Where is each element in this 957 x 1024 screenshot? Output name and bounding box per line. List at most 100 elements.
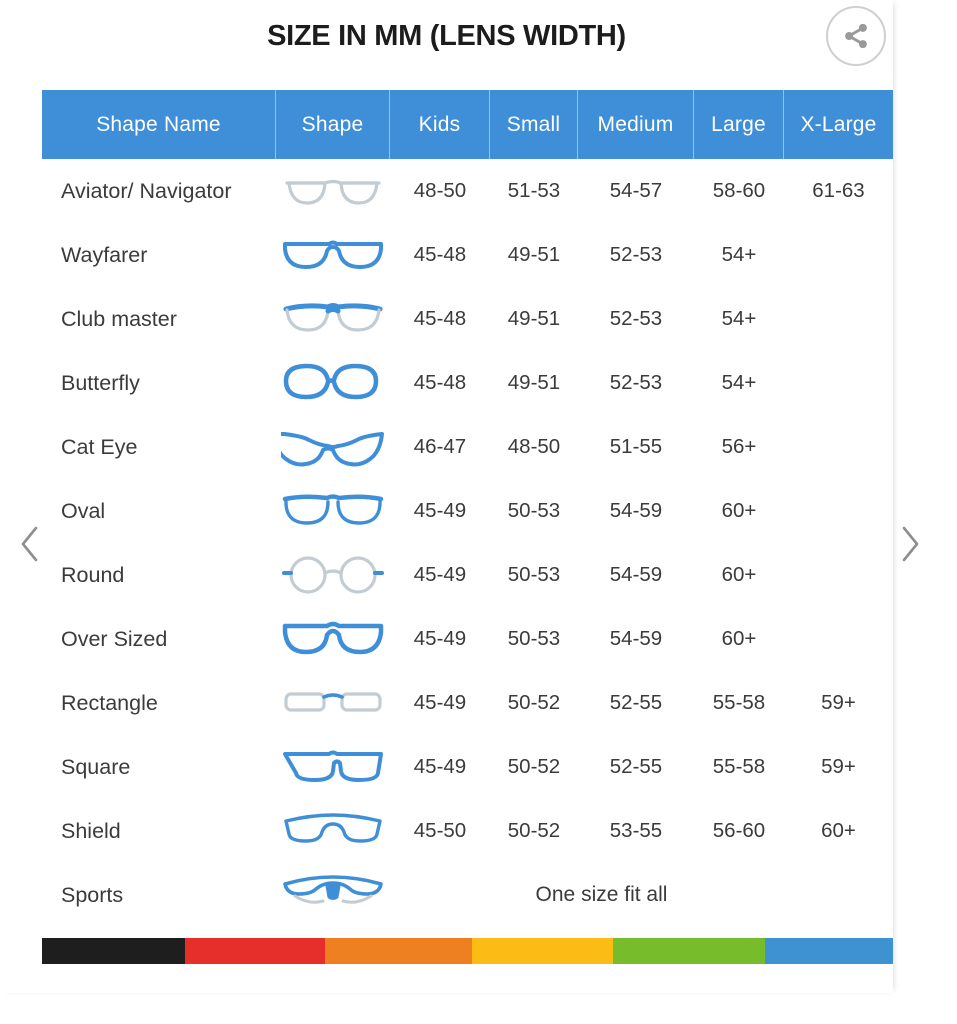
size-cell-small: 48-50 [507, 435, 561, 458]
color-strip-segment [613, 938, 765, 964]
one-size-fit-all-label: One size fit all [535, 883, 668, 906]
wayfarer-glasses-icon [276, 223, 390, 287]
page-title: SIZE IN MM (LENS WIDTH) [267, 20, 626, 52]
color-strip [42, 938, 893, 964]
shape-name-cell: Butterfly [61, 370, 140, 395]
size-cell-kids: 45-48 [413, 243, 467, 266]
column-header-medium: Medium [578, 90, 694, 159]
rectangle-glasses-icon [276, 671, 390, 735]
shield-glasses-icon [276, 799, 390, 863]
carousel-prev-button[interactable] [8, 522, 52, 566]
chevron-right-icon [897, 524, 923, 564]
size-cell-small: 50-53 [507, 563, 561, 586]
size-cell-small: 50-52 [507, 755, 561, 778]
shape-name-cell: Club master [61, 306, 177, 331]
size-cell-xlarge [784, 351, 893, 415]
size-cell-kids: 46-47 [413, 435, 467, 458]
size-cell-xlarge: 59+ [821, 755, 856, 778]
size-cell-xlarge [784, 479, 893, 543]
carousel-next-button[interactable] [888, 522, 932, 566]
column-header-kids: Kids [390, 90, 490, 159]
size-cell-medium: 52-53 [609, 307, 663, 330]
shape-name-cell: Round [61, 562, 125, 587]
size-cell-medium: 54-59 [609, 627, 663, 650]
size-cell-kids: 45-49 [413, 563, 467, 586]
size-cell-large: 54+ [721, 243, 757, 266]
size-cell-small: 50-52 [507, 819, 561, 842]
color-strip-segment [472, 938, 613, 964]
size-cell-small: 49-51 [507, 307, 561, 330]
size-cell-large: 58-60 [712, 179, 766, 202]
color-strip-segment [185, 938, 325, 964]
column-header-shape: Shape [276, 90, 390, 159]
column-header-large: Large [694, 90, 784, 159]
table-row[interactable]: Square 45-49 50-52 52-55 55-58 59+ [42, 735, 893, 799]
shape-name-cell: Rectangle [61, 690, 158, 715]
table-row[interactable]: Over Sized 45-49 50-53 54-59 60+ [42, 607, 893, 671]
clubmaster-glasses-icon [276, 287, 390, 351]
color-strip-segment [325, 938, 472, 964]
round-glasses-icon [276, 543, 390, 607]
size-cell-xlarge [784, 415, 893, 479]
table-row[interactable]: Oval 45-49 50-53 54-59 60+ [42, 479, 893, 543]
size-cell-small: 50-52 [507, 691, 561, 714]
size-chart-card: SIZE IN MM (LENS WIDTH) Shape Name Shape… [42, 6, 893, 964]
oval-glasses-icon [276, 479, 390, 543]
size-cell-large: 60+ [721, 563, 757, 586]
size-cell-large: 55-58 [712, 691, 766, 714]
table-row[interactable]: Round 45-49 50-53 54-59 60+ [42, 543, 893, 607]
table-row[interactable]: Aviator/ Navigator 48-50 51-53 54-57 58-60 61… [42, 159, 893, 223]
size-cell-xlarge: 61-63 [812, 179, 865, 202]
share-button[interactable] [826, 6, 886, 66]
table-row[interactable]: Wayfarer 45-48 49-51 52-53 54+ [42, 223, 893, 287]
size-cell-xlarge [784, 607, 893, 671]
column-header-small: Small [490, 90, 578, 159]
shape-name-cell: Wayfarer [61, 242, 148, 267]
size-cell-small: 51-53 [507, 179, 561, 202]
table-row[interactable]: Shield 45-50 50-52 53-55 56-60 60+ [42, 799, 893, 863]
column-header-xlarge: X-Large [800, 112, 877, 136]
size-cell-medium: 54-59 [609, 499, 663, 522]
table-body: Aviator/ Navigator 48-50 51-53 54-57 58-60 61… [42, 159, 893, 927]
size-cell-large: 54+ [721, 371, 757, 394]
size-cell-medium: 52-55 [609, 691, 663, 714]
aviator-glasses-icon [276, 159, 390, 223]
size-cell-kids: 45-50 [413, 819, 467, 842]
size-cell-medium: 54-59 [609, 563, 663, 586]
size-cell-medium: 51-55 [609, 435, 663, 458]
size-cell-kids: 45-49 [413, 627, 467, 650]
table-row[interactable]: Butterfly 45-48 49-51 52-53 54+ [42, 351, 893, 415]
color-strip-segment [765, 938, 893, 964]
size-cell-kids: 45-49 [413, 499, 467, 522]
size-cell-kids: 45-48 [413, 371, 467, 394]
size-cell-medium: 53-55 [609, 819, 663, 842]
size-cell-medium: 52-53 [609, 371, 663, 394]
size-cell-xlarge [784, 543, 893, 607]
share-icon [841, 21, 871, 51]
table-row[interactable]: Sports One size fit all [42, 863, 893, 927]
shape-name-cell: Sports [61, 882, 124, 907]
shape-name-cell: Aviator/ Navigator [61, 178, 232, 203]
size-cell-small: 50-53 [507, 499, 561, 522]
size-cell-medium: 52-55 [609, 755, 663, 778]
size-cell-xlarge [784, 287, 893, 351]
size-cell-large: 60+ [721, 499, 757, 522]
size-cell-small: 49-51 [507, 243, 561, 266]
square-glasses-icon [276, 735, 390, 799]
size-cell-medium: 54-57 [609, 179, 663, 202]
size-cell-large: 55-58 [712, 755, 766, 778]
size-cell-xlarge: 60+ [821, 819, 856, 842]
sports-glasses-icon [276, 863, 390, 927]
table-row[interactable]: Club master 45-48 49-51 52-53 54+ [42, 287, 893, 351]
table-row[interactable]: Rectangle 45-49 50-52 52-55 55-58 59+ [42, 671, 893, 735]
size-cell-kids: 45-49 [413, 691, 467, 714]
shape-name-cell: Shield [61, 818, 121, 843]
shape-name-cell: Over Sized [61, 626, 168, 651]
size-cell-xlarge: 59+ [821, 691, 856, 714]
size-cell-xlarge [784, 223, 893, 287]
size-cell-kids: 45-48 [413, 307, 467, 330]
color-strip-segment [42, 938, 185, 964]
butterfly-glasses-icon [276, 351, 390, 415]
table-row[interactable]: Cat Eye 46-47 48-50 51-55 56+ [42, 415, 893, 479]
